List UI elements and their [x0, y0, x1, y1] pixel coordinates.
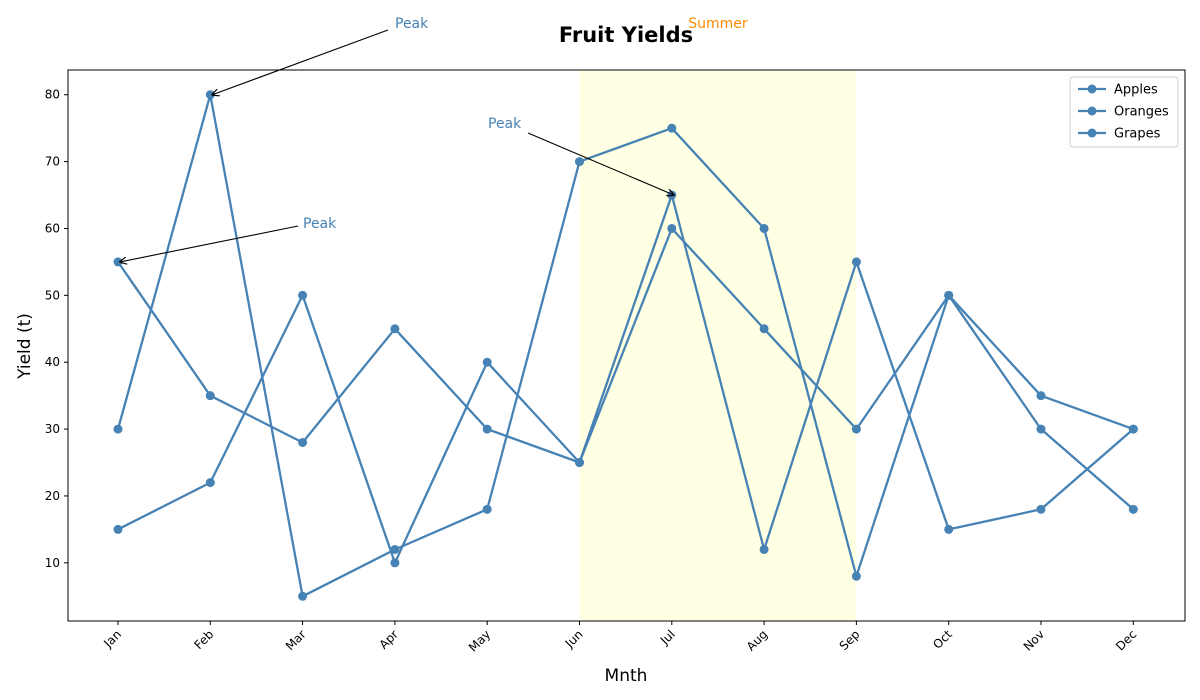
- y-tick-label: 70: [45, 155, 60, 169]
- annotation-arrow: [120, 225, 299, 262]
- data-point-grapes-mar: [298, 290, 308, 300]
- data-point-oranges-apr: [390, 324, 400, 334]
- data-point-apples-jan: [113, 424, 123, 434]
- annotation-peak-apples: Peak: [212, 16, 429, 95]
- legend-label-apples: Apples: [1114, 83, 1158, 98]
- annotation-text: Peak: [303, 216, 337, 232]
- data-point-grapes-feb: [205, 478, 215, 488]
- data-point-grapes-sep: [851, 257, 861, 267]
- data-point-oranges-aug: [759, 324, 769, 334]
- legend-marker: [1087, 128, 1097, 138]
- shaded-region-label: Summer: [688, 16, 748, 32]
- y-tick-label: 60: [45, 221, 60, 235]
- data-point-apples-nov: [1036, 424, 1046, 434]
- data-point-oranges-oct: [944, 290, 954, 300]
- legend-box: [1069, 76, 1179, 148]
- x-axis-label: Mnth: [605, 666, 648, 686]
- data-point-grapes-dec: [1128, 424, 1138, 434]
- data-point-apples-apr: [390, 544, 400, 554]
- data-point-apples-may: [482, 504, 492, 514]
- data-point-apples-jun: [575, 157, 584, 167]
- data-point-grapes-apr: [390, 558, 400, 568]
- annotation-arrow: [527, 132, 674, 195]
- legend-entry-grapes: Grapes: [1078, 127, 1161, 142]
- y-tick-label: 80: [45, 88, 60, 102]
- series-line-grapes: [117, 193, 1135, 564]
- data-point-grapes-oct: [944, 524, 954, 534]
- annotation-arrow: [212, 29, 389, 95]
- legend-entry-oranges: Oranges: [1078, 105, 1169, 120]
- data-point-apples-sep: [851, 571, 861, 581]
- data-point-grapes-may: [482, 357, 492, 367]
- legend-entry-apples: Apples: [1078, 83, 1158, 98]
- data-point-oranges-nov: [1036, 391, 1046, 401]
- series-line-apples: [116, 93, 1135, 598]
- y-tick-label: 50: [45, 288, 60, 302]
- data-point-apples-aug: [759, 223, 769, 233]
- series-line-oranges: [117, 227, 1134, 464]
- legend-label-grapes: Grapes: [1114, 127, 1161, 142]
- data-point-grapes-nov: [1036, 504, 1046, 514]
- data-point-oranges-sep: [851, 424, 861, 434]
- y-tick-label: 40: [45, 355, 60, 369]
- plot-frame: [67, 69, 1186, 622]
- legend: Apples Oranges Grapes: [1069, 76, 1179, 148]
- data-point-oranges-jul: [667, 223, 677, 233]
- y-tick-label: 20: [45, 489, 60, 503]
- data-point-grapes-jun: [575, 458, 584, 468]
- series-grapes: [113, 190, 1138, 568]
- annotation-text: Peak: [395, 16, 429, 32]
- data-point-oranges-feb: [205, 391, 215, 401]
- annotation-peak-oranges: Peak: [120, 216, 337, 262]
- y-axis-label: Yield (t): [15, 313, 35, 380]
- chart-title: Fruit Yields: [559, 23, 693, 47]
- annotation-peak-grapes: Peak: [488, 116, 674, 195]
- data-point-apples-mar: [298, 591, 308, 601]
- data-point-grapes-jul: [667, 190, 677, 200]
- data-point-apples-jul: [667, 123, 677, 133]
- annotation-text: Peak: [488, 116, 522, 132]
- data-point-oranges-may: [482, 424, 492, 434]
- data-point-apples-dec: [1128, 504, 1138, 514]
- legend-label-oranges: Oranges: [1114, 105, 1169, 120]
- data-point-oranges-mar: [298, 437, 308, 447]
- legend-marker: [1087, 84, 1097, 94]
- legend-marker: [1087, 106, 1097, 116]
- y-tick-label: 30: [45, 422, 60, 436]
- data-point-grapes-aug: [759, 544, 769, 554]
- data-point-grapes-jan: [113, 524, 123, 534]
- y-tick-label: 10: [45, 556, 60, 570]
